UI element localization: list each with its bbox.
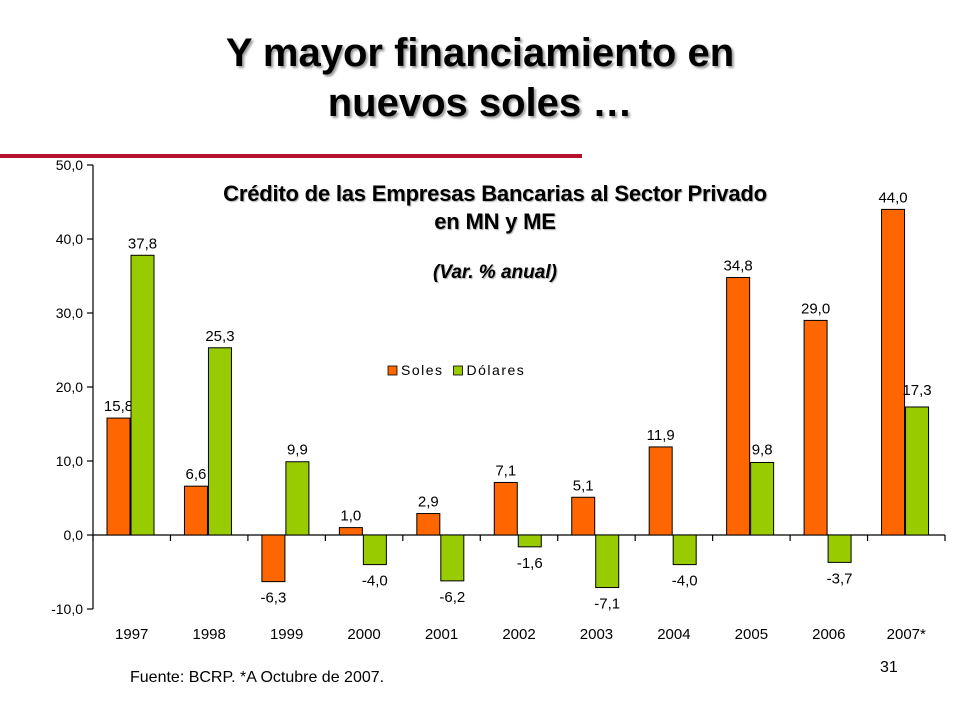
bar-soles [881, 208, 906, 536]
data-label: 1,0 [340, 508, 361, 525]
bar-soles [183, 485, 208, 536]
x-tick-label: 1999 [270, 626, 303, 643]
x-tick-label: 2006 [812, 626, 845, 643]
bar-dolares [285, 461, 310, 536]
data-label: -3,7 [827, 570, 853, 587]
bar-dolares [440, 534, 465, 582]
data-label: 29,0 [801, 300, 830, 317]
legend-label-dolares: Dólares [467, 362, 526, 378]
slide-title: Y mayor financiamiento en nuevos soles … [0, 28, 960, 128]
data-label: 34,8 [724, 257, 753, 274]
data-label: 11,9 [647, 427, 675, 444]
bar-soles [648, 446, 673, 536]
bar-dolares [207, 347, 232, 536]
bar-soles [803, 319, 828, 536]
chart-title-line1: Crédito de las Empresas Bancarias al Sec… [223, 181, 767, 206]
chart-subtitle: (Var. % anual) [433, 262, 557, 283]
y-tick-label: 0,0 [64, 527, 84, 543]
data-label: 7,1 [495, 462, 516, 479]
x-tick-label: 2005 [735, 626, 768, 643]
bar-dolares [827, 534, 852, 563]
bar-soles [416, 513, 441, 536]
data-label: 9,8 [752, 441, 773, 458]
bar-soles [338, 527, 363, 536]
slide-title-line1: Y mayor financiamiento en [225, 31, 735, 75]
bar-soles [261, 534, 286, 583]
data-label: 9,9 [287, 442, 308, 459]
data-label: 2,9 [418, 494, 439, 511]
data-label: -6,3 [260, 590, 286, 607]
chart-title: Crédito de las Empresas Bancarias al Sec… [145, 180, 845, 236]
bar-dolares [905, 406, 930, 536]
data-label: -7,1 [594, 596, 620, 613]
x-tick-label: 2002 [502, 626, 535, 643]
chart-title-line2: en MN y ME [434, 209, 556, 234]
bar-soles [571, 496, 596, 536]
data-label: -4,0 [362, 573, 388, 590]
x-tick-label: 2003 [580, 626, 613, 643]
legend-label-soles: Soles [401, 362, 444, 378]
bar-soles [726, 276, 751, 536]
bar-dolares [130, 254, 155, 536]
slide-number: 31 [880, 659, 898, 676]
x-tick-label: 2001 [425, 626, 458, 643]
bar-dolares [362, 534, 387, 566]
y-tick-label: 50,0 [56, 157, 83, 173]
x-tick-label: 2004 [657, 626, 690, 643]
bar-soles [493, 481, 518, 536]
data-label: 15,8 [104, 398, 133, 415]
bar-soles [106, 417, 131, 536]
x-tick-label: 1998 [192, 626, 225, 643]
data-label: -4,0 [672, 573, 698, 590]
data-label: -1,6 [517, 555, 543, 572]
x-tick-label: 2007* [887, 626, 926, 643]
bar-dolares [517, 534, 542, 548]
y-tick-label: 40,0 [56, 231, 83, 247]
x-tick-label: 2000 [347, 626, 380, 643]
source-note: Fuente: BCRP. *A Octubre de 2007. [130, 669, 385, 686]
title-underline [0, 154, 582, 158]
legend-swatch-soles [387, 365, 398, 376]
x-tick-label: 1997 [115, 626, 148, 643]
bar-dolares [672, 534, 697, 566]
y-tick-label: 10,0 [56, 453, 83, 469]
bar-dolares [750, 461, 775, 536]
legend-swatch-dolares [453, 365, 463, 376]
y-tick-label: 30,0 [56, 305, 83, 321]
slide-title-line2: nuevos soles … [327, 81, 633, 125]
data-label: 6,6 [186, 466, 207, 483]
y-tick-label: -10,0 [51, 601, 83, 617]
data-label: 25,3 [205, 328, 234, 345]
data-label: 5,1 [573, 477, 594, 494]
data-label: 17,3 [902, 382, 931, 399]
data-label: 37,8 [128, 235, 157, 252]
bar-dolares [595, 534, 620, 589]
y-tick-label: 20,0 [56, 379, 83, 395]
data-label: 44,0 [878, 189, 907, 206]
data-label: -6,2 [439, 589, 465, 606]
